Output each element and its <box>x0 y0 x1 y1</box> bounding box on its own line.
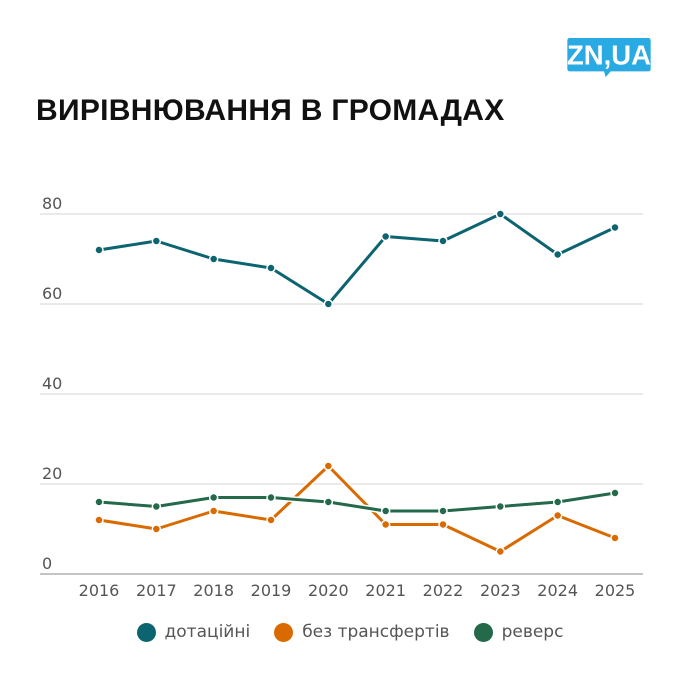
data-point <box>610 222 620 233</box>
data-point <box>266 492 276 503</box>
data-point <box>495 209 506 219</box>
data-point <box>208 506 219 516</box>
legend-item: дотаційні <box>136 622 251 642</box>
data-point <box>151 236 162 246</box>
series-line <box>98 212 616 306</box>
data-point <box>94 515 104 525</box>
data-point <box>266 515 276 525</box>
legend-label: реверс <box>501 622 564 642</box>
series-outline <box>98 211 617 307</box>
data-point <box>208 254 219 264</box>
data-point <box>380 231 391 242</box>
legend: дотаційні без трансфертів реверс <box>0 622 700 642</box>
data-point <box>208 492 219 503</box>
legend-item: без трансфертів <box>274 622 450 642</box>
data-point <box>151 524 162 534</box>
data-point <box>552 249 563 260</box>
data-point <box>323 299 334 309</box>
chart-title: ВИРІВНЮВАННЯ В ГРОМАДАХ <box>36 94 505 127</box>
legend-swatch <box>274 622 294 642</box>
x-tick-label: 2022 <box>423 581 464 600</box>
x-tick-label: 2018 <box>193 581 234 600</box>
zn-ua-logo: ZN,UA <box>567 38 651 78</box>
y-tick-label: 80 <box>42 194 62 213</box>
legend-label: дотаційні <box>164 622 251 642</box>
data-point <box>438 506 448 516</box>
data-point <box>380 519 391 530</box>
x-tick-label: 2025 <box>595 581 636 600</box>
y-tick-label: 60 <box>42 284 62 303</box>
legend-item: реверс <box>473 622 564 642</box>
data-point <box>552 497 563 507</box>
data-point <box>94 497 104 507</box>
svg-text:ZN,UA: ZN,UA <box>567 40 651 71</box>
data-point <box>380 506 391 516</box>
data-point <box>438 236 448 246</box>
x-tick-label: 2019 <box>251 581 292 600</box>
x-tick-label: 2017 <box>136 581 177 600</box>
data-point <box>495 546 506 557</box>
data-point <box>323 461 334 471</box>
y-tick-label: 40 <box>42 374 62 393</box>
data-point <box>266 263 276 273</box>
data-point <box>552 510 563 521</box>
y-tick-label: 20 <box>42 464 62 483</box>
legend-label: без трансфертів <box>302 622 450 642</box>
x-tick-label: 2021 <box>365 581 406 600</box>
data-point <box>94 245 104 255</box>
x-tick-label: 2020 <box>308 581 349 600</box>
series-line <box>98 491 616 513</box>
data-point <box>495 501 506 512</box>
y-tick-label: 0 <box>42 554 52 573</box>
data-point <box>151 501 162 512</box>
legend-swatch <box>136 622 156 642</box>
data-point <box>610 533 620 543</box>
legend-swatch <box>473 622 493 642</box>
series-line <box>98 464 616 553</box>
data-point <box>323 497 334 507</box>
data-point <box>438 519 448 530</box>
x-tick-label: 2023 <box>480 581 521 600</box>
x-tick-label: 2024 <box>537 581 578 600</box>
data-point <box>610 488 620 498</box>
x-tick-label: 2016 <box>79 581 120 600</box>
